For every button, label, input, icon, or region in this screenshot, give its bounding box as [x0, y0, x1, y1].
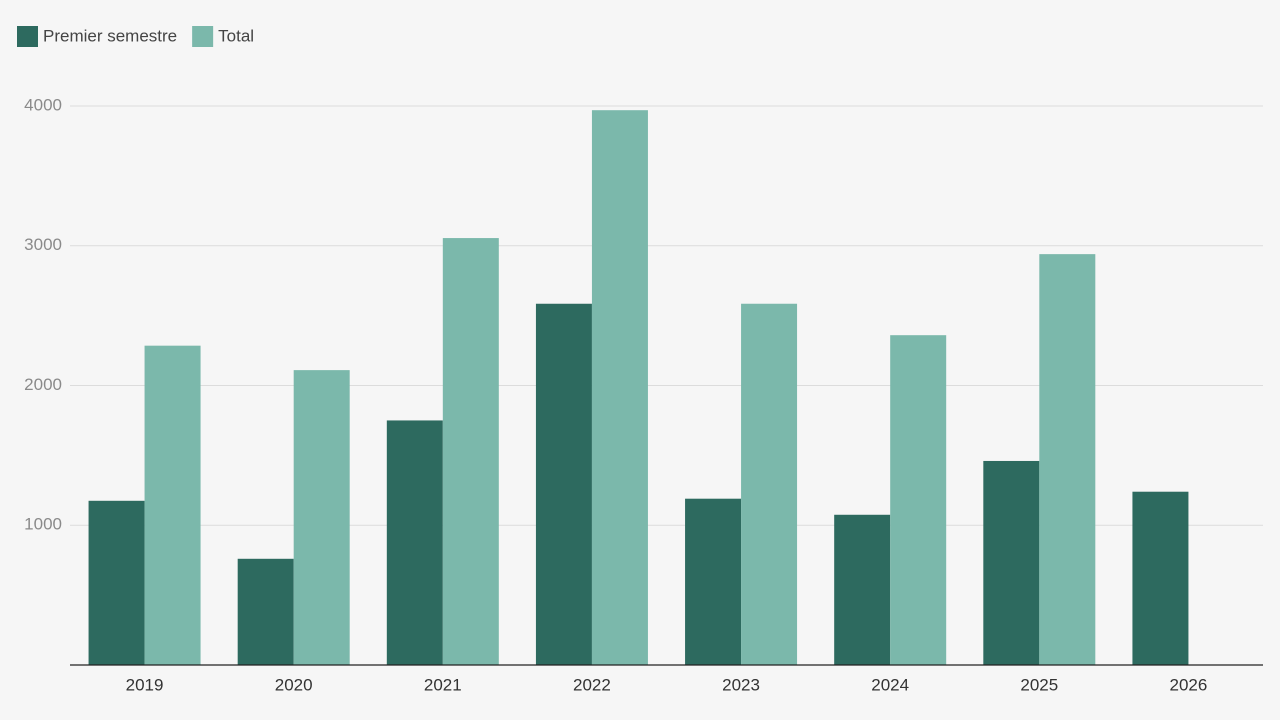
bar	[591, 110, 648, 665]
x-tick-label: 2023	[722, 675, 760, 694]
bar	[535, 303, 592, 665]
bar	[88, 500, 145, 665]
bar	[293, 370, 350, 665]
x-tick-label: 2026	[1170, 675, 1208, 694]
bar	[741, 303, 798, 665]
legend-swatch	[17, 26, 38, 47]
bar	[685, 498, 742, 665]
x-tick-label: 2025	[1020, 675, 1058, 694]
y-tick-label: 4000	[24, 95, 62, 114]
x-tick-label: 2022	[573, 675, 611, 694]
bar	[834, 514, 891, 665]
bar	[144, 345, 201, 665]
y-tick-label: 2000	[24, 375, 62, 394]
x-tick-label: 2021	[424, 675, 462, 694]
y-tick-label: 3000	[24, 235, 62, 254]
bar	[890, 335, 947, 665]
legend-swatch	[192, 26, 214, 47]
x-tick-label: 2020	[275, 675, 313, 694]
bar	[1132, 491, 1189, 665]
bar	[983, 460, 1040, 665]
legend-label: Premier semestre	[43, 26, 177, 45]
bar	[1039, 254, 1096, 665]
x-tick-label: 2019	[126, 675, 164, 694]
bar	[386, 420, 443, 665]
x-tick-label: 2024	[871, 675, 909, 694]
y-tick-label: 1000	[24, 515, 62, 534]
bar	[442, 238, 499, 665]
legend-label: Total	[218, 26, 254, 45]
bar	[237, 558, 294, 665]
